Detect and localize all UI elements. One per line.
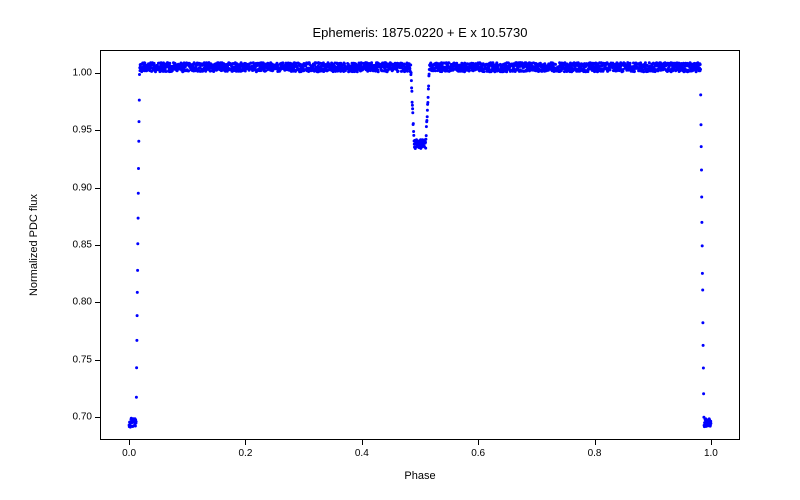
x-tick-mark bbox=[595, 440, 596, 445]
x-tick-mark bbox=[129, 440, 130, 445]
y-tick-label: 0.85 bbox=[60, 240, 92, 251]
y-tick-mark bbox=[95, 245, 100, 246]
y-tick-label: 0.95 bbox=[60, 125, 92, 136]
y-tick-label: 0.70 bbox=[60, 412, 92, 423]
y-tick-mark bbox=[95, 302, 100, 303]
x-tick-label: 0.6 bbox=[471, 448, 485, 459]
y-tick-mark bbox=[95, 130, 100, 131]
x-tick-label: 0.0 bbox=[122, 448, 136, 459]
x-tick-mark bbox=[245, 440, 246, 445]
y-tick-mark bbox=[95, 73, 100, 74]
y-tick-label: 0.90 bbox=[60, 182, 92, 193]
y-tick-label: 0.80 bbox=[60, 297, 92, 308]
x-tick-label: 0.8 bbox=[588, 448, 602, 459]
y-tick-mark bbox=[95, 188, 100, 189]
x-tick-mark bbox=[362, 440, 363, 445]
x-tick-mark bbox=[711, 440, 712, 445]
y-axis-label: Normalized PDC flux bbox=[28, 50, 48, 440]
y-tick-mark bbox=[95, 417, 100, 418]
data-series bbox=[100, 50, 740, 440]
y-tick-label: 1.00 bbox=[60, 67, 92, 78]
x-tick-label: 0.4 bbox=[355, 448, 369, 459]
chart-title: Ephemeris: 1875.0220 + E x 10.5730 bbox=[100, 25, 740, 40]
x-axis-label: Phase bbox=[100, 470, 740, 482]
x-tick-label: 1.0 bbox=[704, 448, 718, 459]
y-tick-mark bbox=[95, 360, 100, 361]
chart-container bbox=[100, 50, 740, 440]
x-tick-mark bbox=[478, 440, 479, 445]
x-tick-label: 0.2 bbox=[239, 448, 253, 459]
y-tick-label: 0.75 bbox=[60, 354, 92, 365]
